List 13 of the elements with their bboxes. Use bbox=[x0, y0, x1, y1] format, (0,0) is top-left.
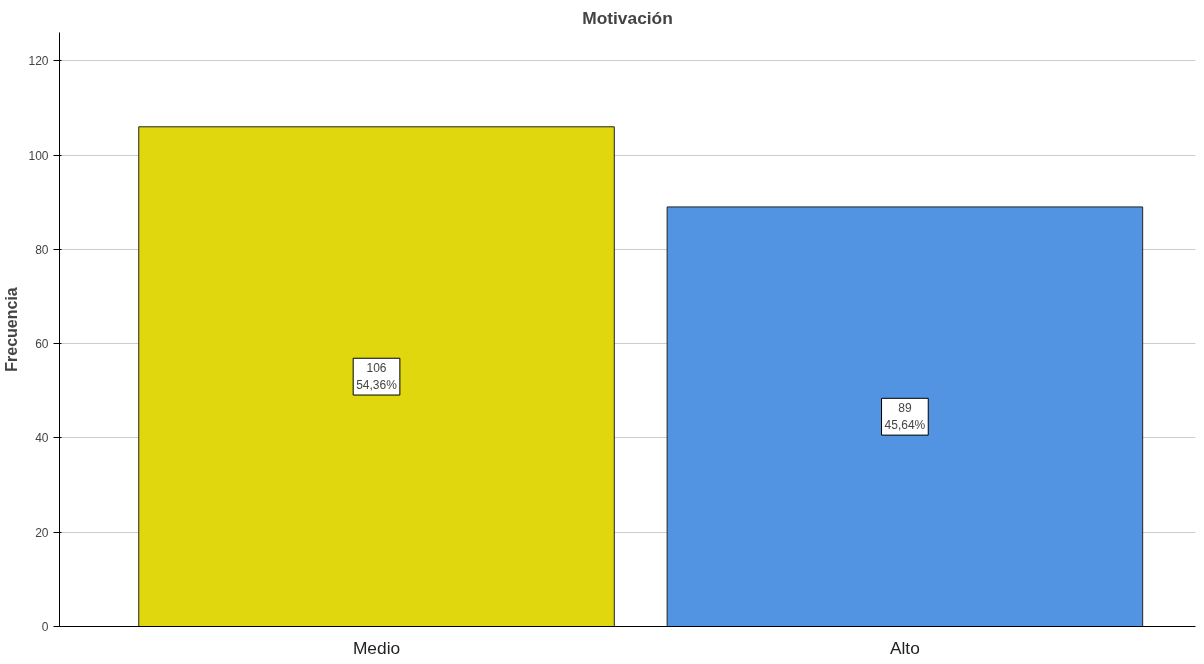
data-label: 106 54,36% bbox=[356, 361, 398, 393]
y-tick-label: 20 bbox=[35, 525, 49, 540]
y-tick-label: 120 bbox=[28, 54, 49, 69]
y-tick-label: 40 bbox=[35, 431, 49, 446]
y-tick-label: 60 bbox=[35, 337, 49, 352]
y-axis-title: Frecuencia bbox=[3, 287, 21, 372]
y-tick-label: 100 bbox=[28, 148, 49, 163]
x-tick-label: Alto bbox=[889, 637, 920, 658]
y-tick-label: 0 bbox=[41, 620, 49, 634]
x-tick-label: Medio bbox=[352, 637, 401, 658]
y-tick-label: 80 bbox=[35, 242, 49, 257]
data-label: 89 45,64% bbox=[884, 401, 926, 433]
chart-title: Motivación bbox=[582, 7, 673, 28]
